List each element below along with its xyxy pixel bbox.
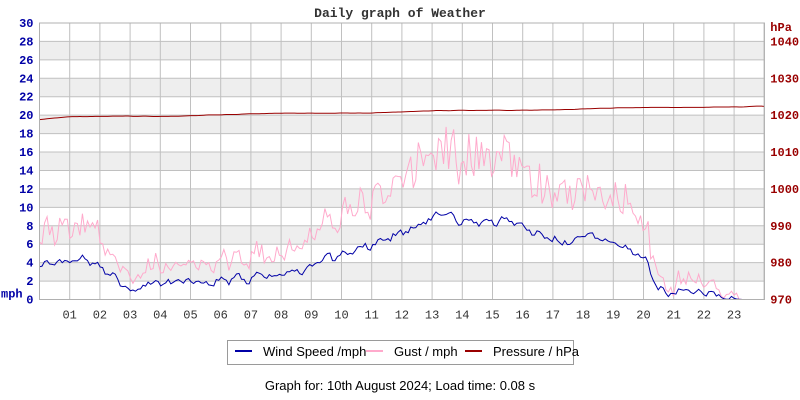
svg-text:04: 04: [153, 309, 167, 323]
svg-text:09: 09: [304, 309, 318, 323]
svg-text:24: 24: [19, 72, 33, 86]
svg-text:15: 15: [485, 309, 499, 323]
svg-text:06: 06: [213, 309, 227, 323]
svg-text:28: 28: [19, 35, 33, 49]
svg-text:hPa: hPa: [770, 21, 792, 35]
svg-text:4: 4: [26, 257, 33, 271]
svg-text:6: 6: [26, 238, 33, 252]
svg-text:05: 05: [183, 309, 197, 323]
svg-text:12: 12: [19, 183, 33, 197]
svg-text:10: 10: [334, 309, 348, 323]
svg-text:1030: 1030: [770, 72, 799, 86]
svg-text:01: 01: [62, 309, 76, 323]
svg-text:13: 13: [425, 309, 439, 323]
svg-text:18: 18: [19, 128, 33, 142]
svg-text:18: 18: [576, 309, 590, 323]
svg-text:19: 19: [606, 309, 620, 323]
svg-text:2: 2: [26, 275, 33, 289]
svg-text:03: 03: [123, 309, 137, 323]
svg-text:14: 14: [455, 309, 469, 323]
svg-text:07: 07: [244, 309, 258, 323]
svg-text:23: 23: [727, 309, 741, 323]
svg-text:08: 08: [274, 309, 288, 323]
svg-text:16: 16: [515, 309, 529, 323]
svg-text:8: 8: [26, 220, 33, 234]
svg-text:10: 10: [19, 201, 33, 215]
svg-text:11: 11: [364, 309, 378, 323]
svg-text:980: 980: [770, 257, 792, 271]
svg-text:990: 990: [770, 220, 792, 234]
svg-text:970: 970: [770, 294, 792, 308]
svg-text:0: 0: [26, 294, 33, 308]
svg-text:02: 02: [93, 309, 107, 323]
svg-text:22: 22: [697, 309, 711, 323]
svg-text:21: 21: [666, 309, 680, 323]
svg-text:mph: mph: [1, 288, 23, 302]
svg-text:22: 22: [19, 91, 33, 105]
svg-text:1000: 1000: [770, 183, 799, 197]
svg-text:1020: 1020: [770, 109, 799, 123]
svg-text:16: 16: [19, 146, 33, 160]
svg-text:26: 26: [19, 54, 33, 68]
svg-text:1010: 1010: [770, 146, 799, 160]
svg-text:20: 20: [19, 109, 33, 123]
svg-text:20: 20: [636, 309, 650, 323]
svg-text:12: 12: [395, 309, 409, 323]
svg-text:14: 14: [19, 164, 33, 178]
svg-text:1040: 1040: [770, 35, 799, 49]
svg-text:17: 17: [546, 309, 560, 323]
